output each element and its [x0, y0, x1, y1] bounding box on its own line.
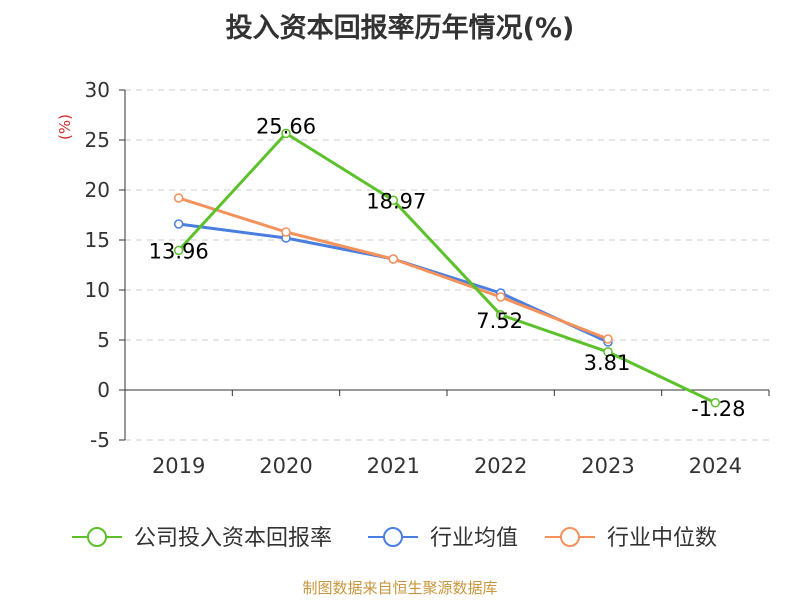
legend-label: 公司投入资本回报率 [134, 526, 332, 551]
legend-swatch-marker [87, 527, 107, 547]
data-label: 7.52 [476, 309, 523, 333]
legend-label: 行业中位数 [607, 526, 717, 551]
legend-label: 行业均值 [430, 526, 518, 551]
grid-layer [125, 89, 769, 441]
data-label: 3.81 [584, 351, 631, 375]
x-tick-label: 2020 [259, 454, 312, 478]
data-label: 13.96 [149, 239, 209, 263]
y-tick-label: 25 [85, 128, 110, 152]
series-layer [173, 128, 721, 408]
data-label: -1.28 [691, 397, 745, 421]
series-line [177, 131, 716, 405]
data-point [603, 334, 613, 344]
data-point [173, 193, 184, 203]
x-tick-label: 2024 [689, 454, 742, 478]
source-note: 制图数据来自恒生聚源数据库 [302, 579, 498, 597]
legend-item[interactable]: 公司投入资本回报率 [72, 526, 332, 551]
data-point [495, 292, 506, 302]
legend-item[interactable]: 行业均值 [368, 526, 518, 551]
series-line [178, 222, 609, 344]
data-point [388, 254, 399, 264]
y-tick-label: 10 [85, 278, 110, 302]
data-label-layer: 13.96 25.66 18.97 7.52 3.81 -1.28 [149, 114, 746, 420]
chart-title: 投入资本回报率历年情况(%) [225, 13, 575, 44]
y-axis-unit-label: (%) [56, 114, 74, 140]
series-line [178, 196, 609, 341]
legend-item[interactable]: 行业中位数 [545, 526, 717, 551]
data-point [173, 245, 184, 256]
data-point [495, 310, 506, 320]
data-point [281, 128, 291, 139]
data-point [281, 227, 291, 237]
y-tick-label: -5 [90, 428, 110, 452]
legend-swatch-marker [560, 527, 580, 547]
y-tick-label: 15 [85, 228, 110, 252]
x-tick-label: 2021 [367, 454, 420, 478]
legend[interactable]: 公司投入资本回报率 行业均值 行业中位数 [72, 526, 717, 551]
data-point [173, 219, 184, 229]
axis-layer: -5 0 5 10 15 20 25 30 2019 2020 2021 2022 2023 2024 (%… [56, 78, 770, 478]
y-tick-label: 20 [85, 178, 110, 202]
y-tick-label: 0 [97, 378, 110, 402]
data-point [603, 347, 613, 357]
y-tick-label: 30 [85, 78, 110, 102]
data-label: 25.66 [256, 114, 316, 138]
x-tick-label: 2023 [581, 454, 634, 478]
data-point [710, 398, 721, 408]
x-tick-label: 2019 [152, 454, 205, 478]
y-tick-label: 5 [97, 328, 110, 352]
x-tick-label: 2022 [474, 454, 527, 478]
data-label: 18.97 [366, 189, 426, 213]
legend-swatch-marker [383, 527, 403, 547]
data-point [388, 195, 399, 206]
